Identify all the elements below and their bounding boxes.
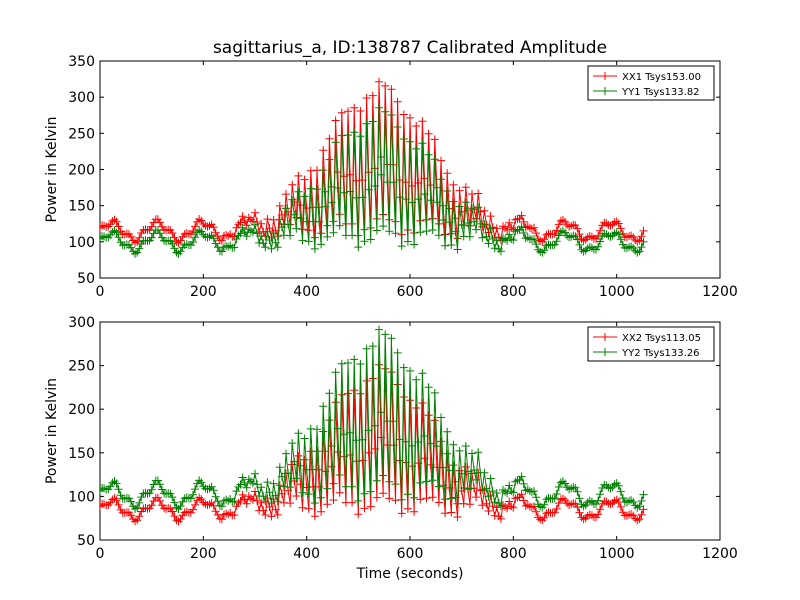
series-markers	[100, 325, 648, 513]
legend-marker	[601, 333, 609, 341]
legend-marker	[601, 72, 609, 80]
x-tick-label: 1000	[599, 284, 635, 300]
legend-label: YY2 Tsys133.26	[621, 348, 700, 359]
y-axis-label: Power in Kelvin	[44, 116, 60, 222]
chart-title: sagittarius_a, ID:138787 Calibrated Ampl…	[213, 38, 607, 58]
x-tick-label: 200	[190, 546, 217, 562]
y-tick-label: 100	[68, 489, 95, 505]
series-markers	[100, 103, 648, 258]
legend-label: XX2 Tsys113.05	[622, 333, 701, 344]
series-2	[100, 103, 648, 258]
y-axis-label: Power in Kelvin	[44, 378, 60, 484]
y-tick-label: 150	[68, 199, 95, 215]
panel-2: 0 200 400 600 800 1000 1200 50 100 150 200 250 300 Po…	[44, 315, 738, 562]
y-tick-label: 300	[68, 90, 95, 106]
x-tick-label: 600	[397, 546, 424, 562]
y-tick-label: 350	[68, 54, 95, 70]
panel-1: 0 200 400 600 800 1000 1200 50 100 150 200 250 300 35…	[44, 54, 738, 300]
x-tick-label: 1000	[599, 546, 635, 562]
legend-marker	[601, 348, 609, 356]
x-tick-label: 1200	[702, 546, 738, 562]
y-tick-label: 50	[77, 271, 95, 287]
legend-item: XX1 Tsys153.00	[593, 72, 701, 83]
x-tick-label: 0	[96, 284, 105, 300]
x-axis-label: Time (seconds)	[356, 566, 464, 582]
y-tick-label: 250	[68, 126, 95, 142]
plot-data	[100, 77, 648, 258]
x-tick-label: 800	[500, 546, 527, 562]
series-2	[100, 325, 648, 513]
series-markers	[100, 360, 648, 526]
legend-label: XX1 Tsys153.00	[622, 72, 701, 83]
legend-item: YY2 Tsys133.26	[593, 348, 700, 359]
x-tick-label: 400	[293, 546, 320, 562]
x-tick-label: 600	[397, 284, 424, 300]
y-tick-label: 200	[68, 163, 95, 179]
y-tick-label: 300	[68, 315, 95, 331]
y-tick-label: 250	[68, 359, 95, 375]
x-tick-label: 1200	[702, 284, 738, 300]
y-tick-label: 100	[68, 235, 95, 251]
x-tick-label: 200	[190, 284, 217, 300]
y-tick-label: 150	[68, 446, 95, 462]
x-tick-label: 800	[500, 284, 527, 300]
legend-label: YY1 Tsys133.82	[621, 87, 700, 98]
y-tick-label: 50	[77, 533, 95, 549]
plot-data	[100, 325, 648, 526]
y-tick-label: 200	[68, 402, 95, 418]
panels: 0 200 400 600 800 1000 12005010015020025030035…	[44, 54, 738, 562]
legend-item: YY1 Tsys133.82	[593, 87, 700, 98]
legend-frame	[587, 65, 715, 101]
x-tick-label: 0	[96, 546, 105, 562]
legend: XX1 Tsys153.00 YY1 Tsys133.82	[587, 65, 715, 101]
legend-marker	[601, 87, 609, 95]
legend-frame	[587, 326, 715, 362]
legend-item: XX2 Tsys113.05	[593, 333, 701, 344]
legend: XX2 Tsys113.05 YY2 Tsys133.26	[587, 326, 715, 362]
x-tick-label: 400	[293, 284, 320, 300]
